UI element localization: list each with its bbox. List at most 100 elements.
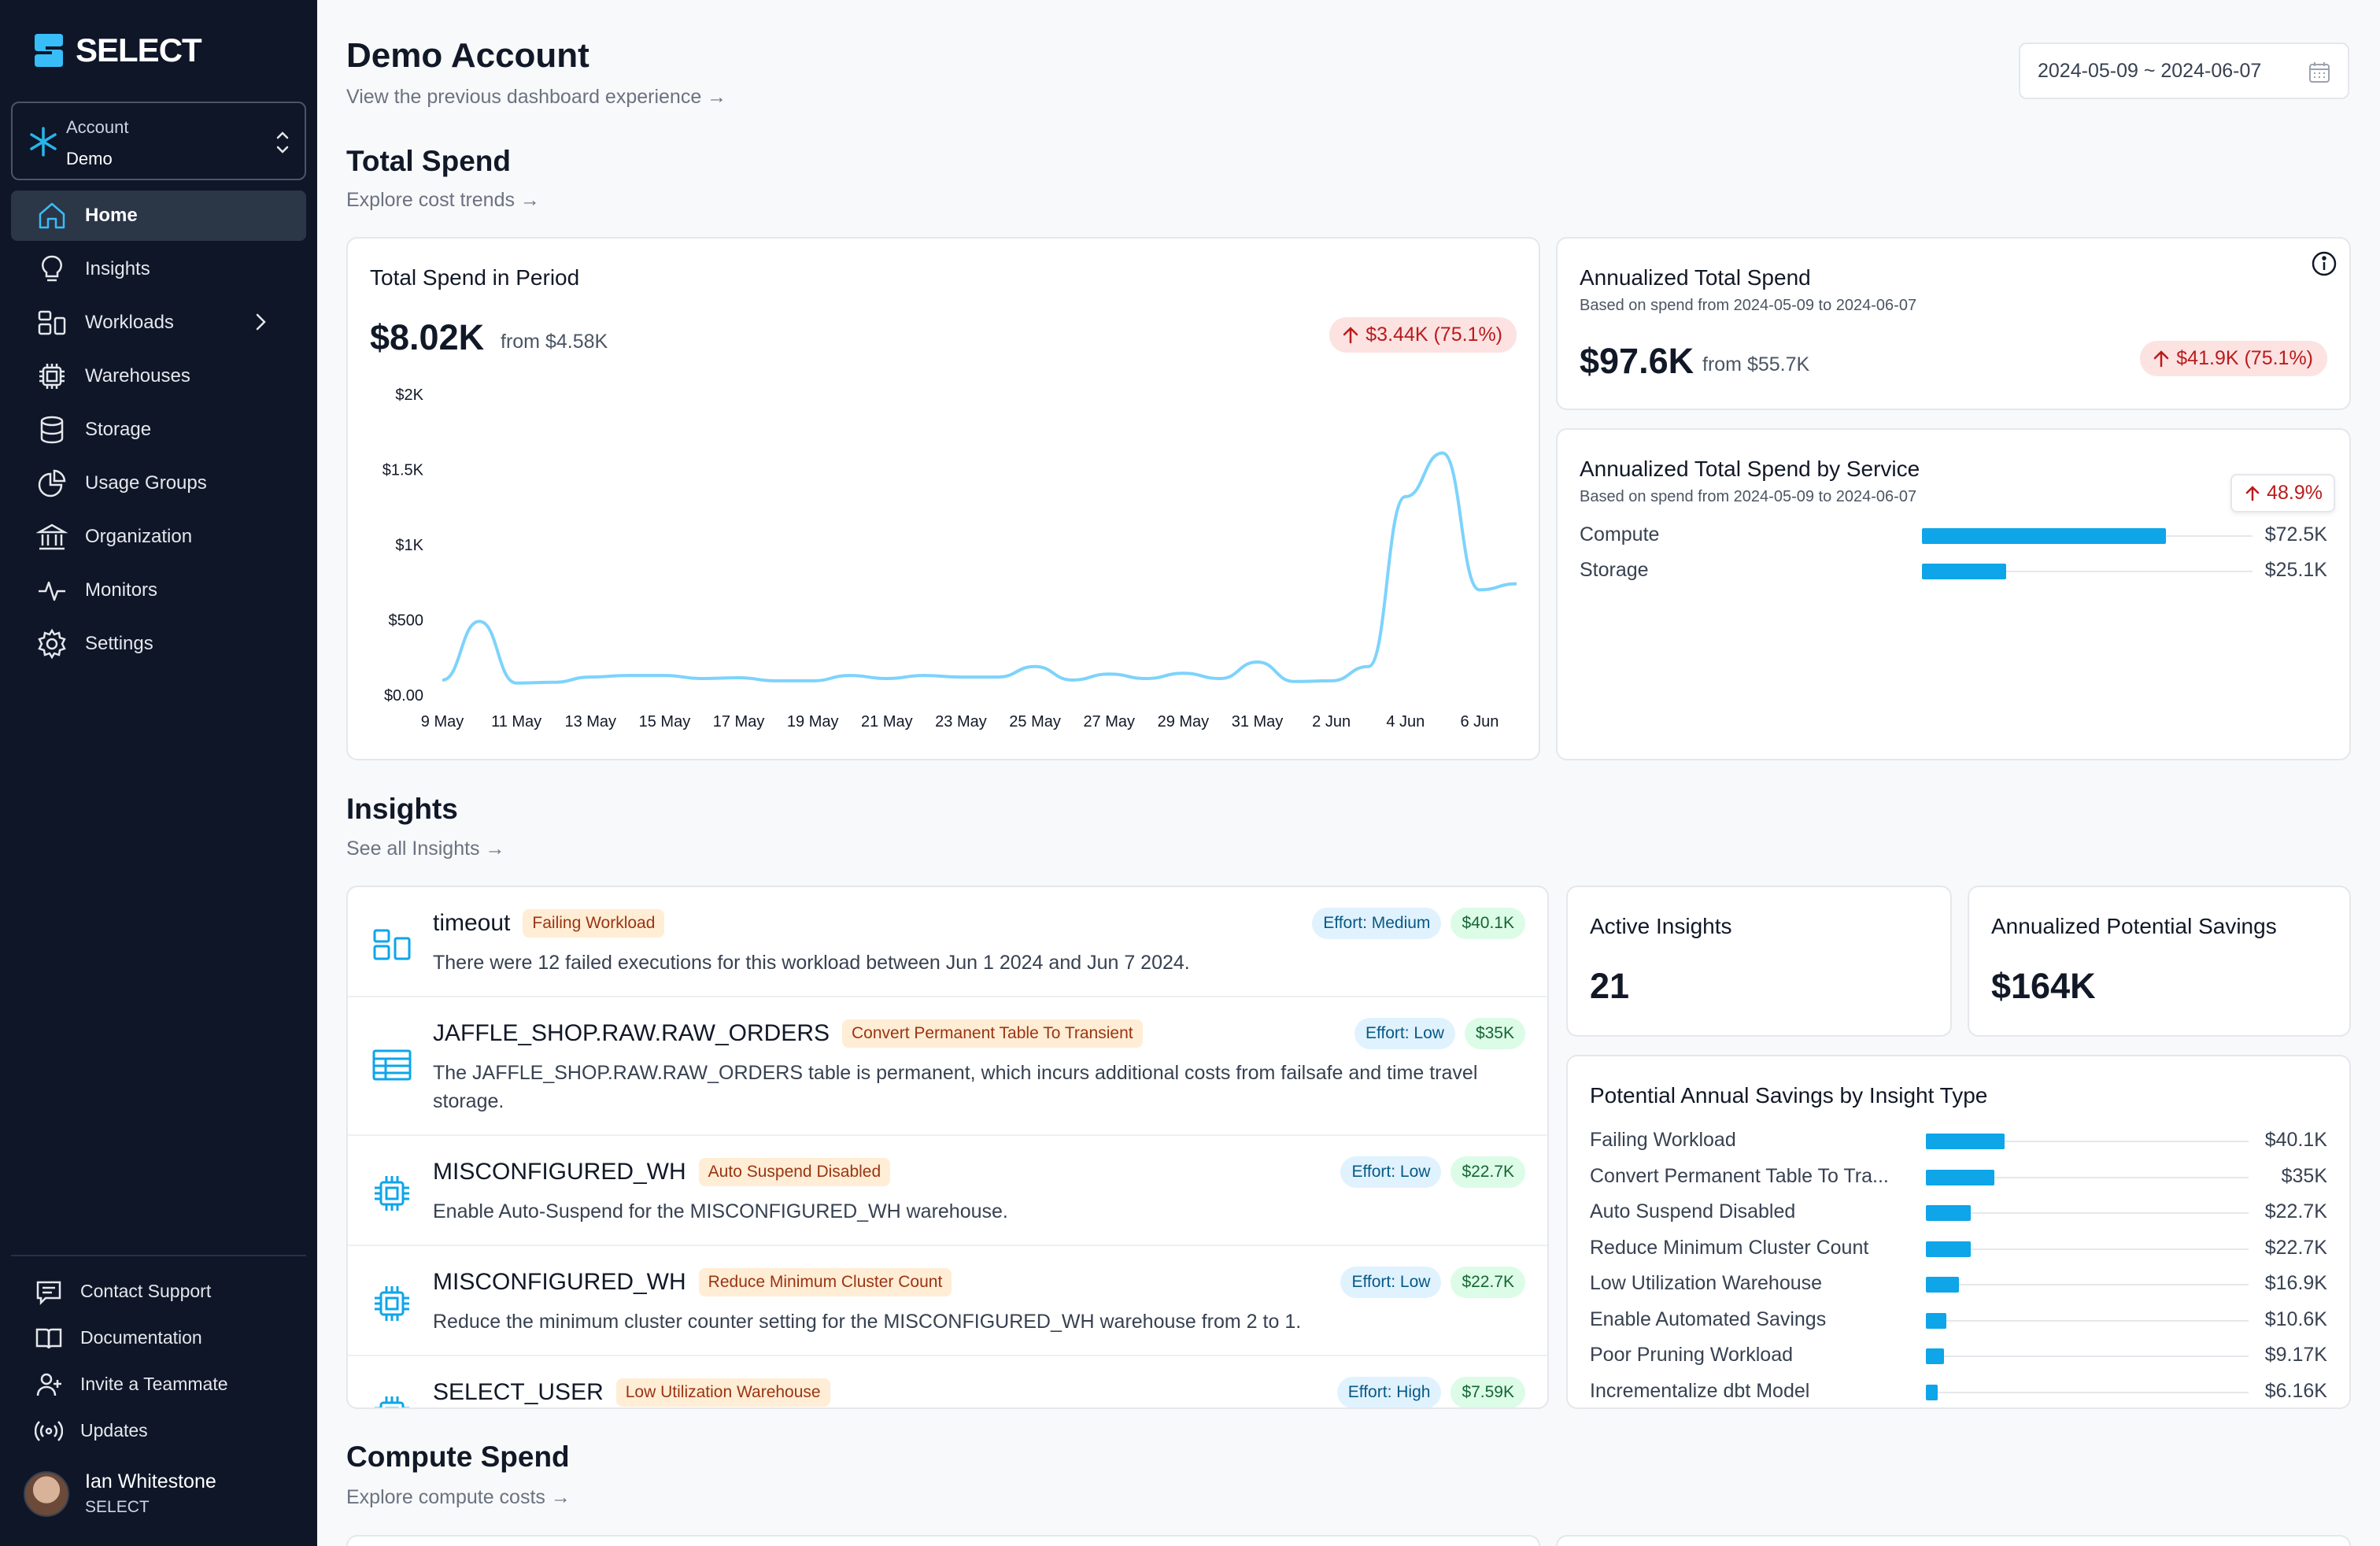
- user-profile[interactable]: Ian Whitestone SELECT: [24, 1470, 216, 1517]
- card-subtitle: Based on spend from 2024-05-09 to 2024-0…: [1580, 488, 1917, 505]
- insight-row[interactable]: MISCONFIGURED_WH Auto Suspend Disabled Ef…: [348, 1136, 1547, 1246]
- user-name: Ian Whitestone: [85, 1470, 216, 1492]
- change-value: $3.44K (75.1%): [1366, 324, 1502, 346]
- main-nav: Home Insights Workloads Warehouses Stora…: [11, 190, 306, 672]
- footer-item-documentation[interactable]: Documentation: [11, 1315, 306, 1361]
- insight-row[interactable]: MISCONFIGURED_WH Reduce Minimum Cluster C…: [348, 1246, 1547, 1356]
- nav-label: Organization: [85, 526, 193, 547]
- bar-fill[interactable]: [1926, 1241, 1971, 1257]
- insight-type-tag: Auto Suspend Disabled: [698, 1158, 891, 1186]
- explore-cost-trends-link[interactable]: Explore cost trends →: [346, 189, 540, 211]
- x-tick-label: 27 May: [1083, 713, 1135, 730]
- bar-value: $72.5K: [2264, 523, 2327, 546]
- brand-name: SELECT: [76, 31, 202, 68]
- bar-fill[interactable]: [1926, 1348, 1944, 1364]
- chevron-up-down-icon: [276, 131, 289, 153]
- nav-label: Insights: [85, 258, 150, 279]
- insight-type-tag: Convert Permanent Table To Transient: [842, 1019, 1143, 1048]
- insight-name: MISCONFIGURED_WH: [433, 1159, 686, 1185]
- insight-row[interactable]: JAFFLE_SHOP.RAW.RAW_ORDERS Convert Perman…: [348, 997, 1547, 1136]
- bar-value: $9.17K: [2264, 1344, 2327, 1366]
- savings-badge: $40.1K: [1451, 908, 1525, 939]
- bar-fill[interactable]: [1922, 564, 2007, 579]
- change-badge: $41.9K (75.1%): [2140, 341, 2327, 376]
- date-range-picker[interactable]: 2024-05-09 ~ 2024-06-07: [2019, 43, 2349, 99]
- savings-badge: $7.59K: [1451, 1377, 1525, 1407]
- lightbulb-icon: [42, 255, 62, 282]
- card-title: Active Insights: [1590, 914, 1732, 938]
- insight-type-tag: Reduce Minimum Cluster Count: [698, 1268, 952, 1296]
- insight-badges: Effort: Low $22.7K: [1340, 1267, 1525, 1298]
- card-title: Potential Annual Savings by Insight Type: [1590, 1083, 1988, 1108]
- page-title: Demo Account: [346, 36, 589, 75]
- select-logo-icon: [35, 34, 63, 67]
- pie-icon: [38, 469, 66, 497]
- account-switcher[interactable]: Account Demo: [11, 102, 306, 180]
- insight-title: MISCONFIGURED_WH Auto Suspend Disabled: [433, 1158, 891, 1186]
- bar-fill[interactable]: [1926, 1277, 1960, 1293]
- bar-fill[interactable]: [1922, 528, 2166, 544]
- effort-badge: Effort: High: [1336, 1377, 1442, 1407]
- workloads-icon: [38, 310, 66, 335]
- card-subtitle: Based on spend from 2024-05-09 to 2024-0…: [1580, 297, 1917, 314]
- bar-track: [1926, 1319, 2249, 1322]
- bar-value: $40.1K: [2264, 1129, 2327, 1151]
- footer-item-updates[interactable]: Updates: [11, 1407, 306, 1454]
- y-tick-label: $1K: [395, 537, 423, 554]
- y-tick-label: $500: [389, 612, 424, 630]
- chevron-right-icon: [256, 313, 266, 331]
- bar-label: Enable Automated Savings: [1590, 1307, 1827, 1330]
- total-spend-period-card: Total Spend in Period $8.02K from $4.58K…: [346, 237, 1540, 760]
- nav-item-monitors[interactable]: Monitors: [11, 565, 306, 616]
- total-spend-heading: Total Spend: [346, 145, 511, 177]
- nav-item-insights[interactable]: Insights: [11, 244, 306, 294]
- effort-badge: Effort: Medium: [1312, 908, 1442, 939]
- x-tick-label: 25 May: [1009, 713, 1061, 730]
- insight-name: MISCONFIGURED_WH: [433, 1269, 686, 1295]
- brand-logo[interactable]: SELECT: [33, 31, 202, 69]
- nav-label: Warehouses: [85, 365, 190, 386]
- chip-icon: [375, 1176, 409, 1211]
- insight-title: JAFFLE_SHOP.RAW.RAW_ORDERS Convert Perman…: [433, 1019, 1143, 1048]
- bar-value: $22.7K: [2264, 1200, 2327, 1222]
- total-spend-value: $8.02K: [370, 317, 485, 357]
- bar-track: [1926, 1391, 2249, 1393]
- see-all-insights-link[interactable]: See all Insights →: [346, 838, 505, 860]
- footer-item-contact-support[interactable]: Contact Support: [11, 1268, 306, 1315]
- chip-icon: [375, 1396, 409, 1407]
- savings-by-type-card: Potential Annual Savings by Insight Type…: [1566, 1055, 2351, 1409]
- info-icon[interactable]: [2310, 250, 2338, 278]
- nav-item-workloads[interactable]: Workloads: [11, 298, 306, 348]
- x-tick-label: 4 Jun: [1386, 713, 1425, 730]
- insight-row[interactable]: SELECT_USER Low Utilization Warehouse Eff…: [348, 1356, 1547, 1407]
- nav-item-organization[interactable]: Organization: [11, 512, 306, 562]
- bar-fill[interactable]: [1926, 1134, 2005, 1149]
- x-tick-label: 29 May: [1158, 713, 1210, 730]
- sidebar-footer: Contact Support Documentation Invite a T…: [11, 1268, 306, 1454]
- bar-fill[interactable]: [1926, 1205, 1971, 1221]
- effort-badge: Effort: Low: [1340, 1156, 1442, 1188]
- y-tick-label: $0.00: [384, 687, 423, 705]
- savings-badge: $35K: [1464, 1018, 1525, 1049]
- nav-item-home[interactable]: Home: [11, 190, 306, 241]
- nav-item-usage-groups[interactable]: Usage Groups: [11, 458, 306, 509]
- nav-item-warehouses[interactable]: Warehouses: [11, 351, 306, 401]
- spend-by-service-card: Annualized Total Spend by Service Based …: [1556, 428, 2351, 760]
- insight-row[interactable]: timeout Failing Workload Effort: Medium $4…: [348, 887, 1547, 997]
- nav-item-settings[interactable]: Settings: [11, 619, 306, 669]
- insight-description: Enable Auto-Suspend for the MISCONFIGURE…: [433, 1200, 1008, 1222]
- bar-track: [1926, 1284, 2249, 1285]
- previous-dashboard-link[interactable]: View the previous dashboard experience →: [346, 86, 727, 108]
- bar-fill[interactable]: [1926, 1384, 1938, 1400]
- bar-fill[interactable]: [1926, 1169, 1995, 1185]
- footer-item-invite[interactable]: Invite a Teammate: [11, 1361, 306, 1407]
- sidebar: SELECT Account Demo Home Insights Worklo…: [0, 0, 317, 1546]
- compute-spend-card: [346, 1535, 1540, 1546]
- insight-type-tag: Low Utilization Warehouse: [615, 1378, 830, 1407]
- bar-fill[interactable]: [1926, 1312, 1947, 1329]
- explore-compute-costs-link[interactable]: Explore compute costs →: [346, 1486, 571, 1508]
- bar-tooltip: 48.9%: [2230, 474, 2335, 512]
- arrow-up-icon: [2245, 485, 2260, 501]
- nav-label: Home: [85, 205, 138, 226]
- nav-item-storage[interactable]: Storage: [11, 405, 306, 455]
